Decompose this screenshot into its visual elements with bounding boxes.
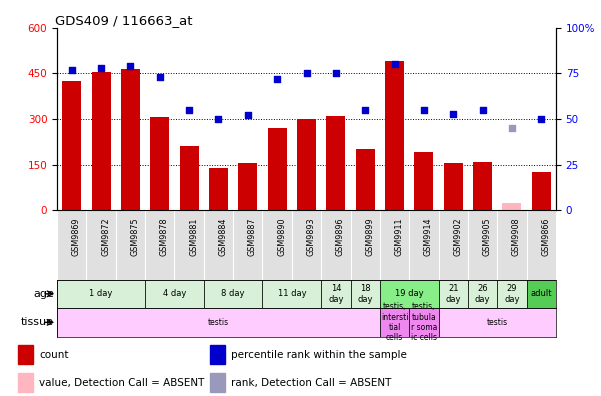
Text: 29
day: 29 day — [504, 284, 520, 303]
Text: GSM9884: GSM9884 — [219, 217, 228, 255]
Bar — [150, 118, 169, 210]
Text: GSM9875: GSM9875 — [130, 217, 139, 256]
Point — [272, 76, 282, 82]
Text: 1 day: 1 day — [90, 289, 113, 298]
Text: GSM9911: GSM9911 — [394, 217, 403, 256]
Text: GSM9905: GSM9905 — [483, 217, 492, 256]
Bar — [57, 280, 145, 308]
Text: GSM9902: GSM9902 — [453, 217, 462, 256]
Point — [243, 112, 252, 118]
Bar — [532, 172, 551, 210]
Bar — [497, 280, 526, 308]
Point — [331, 70, 341, 76]
Bar — [18, 373, 33, 392]
Text: GSM9866: GSM9866 — [542, 217, 551, 255]
Point — [214, 116, 224, 122]
Text: testis: testis — [208, 318, 229, 327]
Bar — [91, 72, 111, 210]
Bar — [204, 280, 263, 308]
Text: 21
day: 21 day — [445, 284, 461, 303]
Text: GSM9878: GSM9878 — [160, 217, 169, 256]
Text: GSM9908: GSM9908 — [512, 217, 521, 256]
Bar — [380, 280, 439, 308]
Bar — [468, 280, 497, 308]
Bar — [321, 280, 350, 308]
Text: 26
day: 26 day — [475, 284, 490, 303]
Text: 8 day: 8 day — [221, 289, 245, 298]
Point — [389, 61, 399, 67]
Bar — [210, 373, 225, 392]
Point — [478, 107, 487, 113]
Text: rank, Detection Call = ABSENT: rank, Detection Call = ABSENT — [231, 378, 392, 388]
Bar — [526, 280, 556, 308]
Text: 18
day: 18 day — [358, 284, 373, 303]
Bar — [63, 81, 81, 210]
Text: value, Detection Call = ABSENT: value, Detection Call = ABSENT — [39, 378, 204, 388]
Text: GSM9899: GSM9899 — [365, 217, 374, 256]
Text: GSM9893: GSM9893 — [307, 217, 316, 256]
Bar — [18, 345, 33, 364]
Point — [67, 67, 76, 73]
Bar — [350, 280, 380, 308]
Bar — [57, 308, 380, 337]
Text: testis: testis — [487, 318, 508, 327]
Bar — [380, 308, 409, 337]
Point — [507, 125, 517, 131]
Point — [302, 70, 311, 76]
Point — [537, 116, 546, 122]
Text: 19 day: 19 day — [395, 289, 424, 298]
Text: 11 day: 11 day — [278, 289, 306, 298]
Bar — [145, 280, 204, 308]
Point — [155, 74, 165, 80]
Point — [448, 110, 458, 117]
Text: GSM9869: GSM9869 — [72, 217, 81, 256]
Bar — [326, 116, 346, 210]
Bar — [238, 163, 257, 210]
Bar — [439, 280, 468, 308]
Text: GSM9887: GSM9887 — [248, 217, 257, 256]
Text: GSM9914: GSM9914 — [424, 217, 433, 256]
Text: age: age — [33, 289, 54, 299]
Point — [185, 107, 194, 113]
Text: testis,
intersti
tial
cells: testis, intersti tial cells — [381, 302, 408, 343]
Bar — [385, 61, 404, 210]
Bar — [439, 308, 556, 337]
Point — [96, 65, 106, 71]
Text: 4 day: 4 day — [163, 289, 186, 298]
Bar — [356, 149, 375, 210]
Bar — [263, 280, 321, 308]
Text: count: count — [39, 350, 69, 360]
Bar — [444, 163, 463, 210]
Text: GSM9890: GSM9890 — [277, 217, 286, 256]
Text: adult: adult — [531, 289, 552, 298]
Point — [126, 63, 135, 69]
Bar — [502, 203, 522, 210]
Text: tissue: tissue — [21, 317, 54, 327]
Bar — [210, 345, 225, 364]
Text: GDS409 / 116663_at: GDS409 / 116663_at — [55, 13, 192, 27]
Text: GSM9881: GSM9881 — [189, 217, 198, 255]
Text: 14
day: 14 day — [328, 284, 344, 303]
Point — [419, 107, 429, 113]
Bar — [121, 69, 140, 210]
Bar — [209, 168, 228, 210]
Bar — [414, 152, 433, 210]
Point — [361, 107, 370, 113]
Bar — [409, 308, 439, 337]
Bar — [473, 162, 492, 210]
Text: GSM9872: GSM9872 — [101, 217, 110, 256]
Text: testis,
tubula
r soma
ic cells: testis, tubula r soma ic cells — [410, 302, 437, 343]
Bar — [297, 119, 316, 210]
Text: GSM9896: GSM9896 — [336, 217, 345, 256]
Text: percentile rank within the sample: percentile rank within the sample — [231, 350, 407, 360]
Bar — [180, 147, 199, 210]
Bar — [267, 128, 287, 210]
